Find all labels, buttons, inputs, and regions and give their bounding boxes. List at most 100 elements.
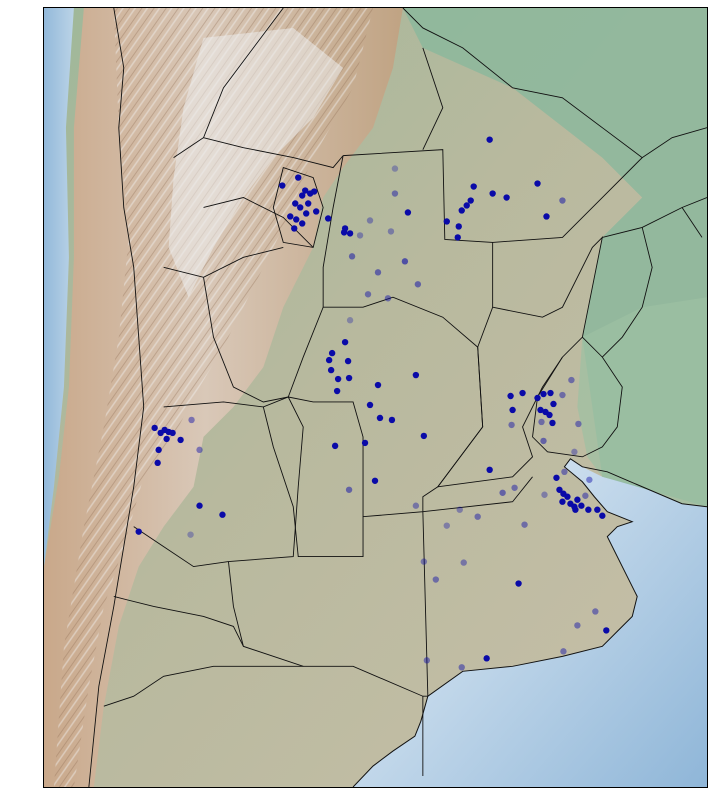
data-point[interactable] xyxy=(499,489,506,496)
data-point[interactable] xyxy=(293,216,300,223)
data-point[interactable] xyxy=(366,401,374,409)
data-point[interactable] xyxy=(401,258,409,265)
data-point[interactable] xyxy=(432,576,440,583)
data-point[interactable] xyxy=(371,477,379,484)
data-point[interactable] xyxy=(412,371,420,379)
data-point[interactable] xyxy=(391,190,399,197)
data-point[interactable] xyxy=(295,174,302,181)
data-point[interactable] xyxy=(474,513,481,520)
data-point[interactable] xyxy=(521,521,528,528)
data-point[interactable] xyxy=(603,627,610,634)
data-point[interactable] xyxy=(344,357,352,365)
data-point[interactable] xyxy=(574,622,581,629)
data-point[interactable] xyxy=(463,202,470,209)
data-point[interactable] xyxy=(196,502,203,509)
data-point[interactable] xyxy=(511,484,518,491)
data-point[interactable] xyxy=(334,375,342,383)
data-point[interactable] xyxy=(599,512,606,519)
data-point[interactable] xyxy=(312,208,320,215)
relief-map[interactable] xyxy=(44,8,707,787)
data-point[interactable] xyxy=(586,476,593,483)
data-point[interactable] xyxy=(585,506,592,513)
data-point[interactable] xyxy=(324,215,332,222)
data-point[interactable] xyxy=(572,506,579,513)
data-point[interactable] xyxy=(299,192,306,199)
data-point[interactable] xyxy=(135,528,142,535)
data-point[interactable] xyxy=(310,188,318,195)
data-point[interactable] xyxy=(515,580,522,587)
data-point[interactable] xyxy=(470,183,477,190)
data-point[interactable] xyxy=(348,253,356,260)
data-point[interactable] xyxy=(188,416,195,424)
data-point[interactable] xyxy=(582,492,589,499)
data-point[interactable] xyxy=(550,400,557,408)
data-point[interactable] xyxy=(346,317,354,324)
data-point[interactable] xyxy=(509,406,516,414)
data-point[interactable] xyxy=(559,498,566,505)
data-point[interactable] xyxy=(374,269,382,276)
data-point[interactable] xyxy=(187,531,194,538)
data-point[interactable] xyxy=(292,200,299,207)
data-point[interactable] xyxy=(443,522,450,529)
data-point[interactable] xyxy=(460,559,467,566)
data-point[interactable] xyxy=(571,448,578,456)
data-point[interactable] xyxy=(560,648,567,655)
data-point[interactable] xyxy=(279,182,286,189)
data-point[interactable] xyxy=(540,390,547,398)
data-point[interactable] xyxy=(345,486,353,493)
data-point[interactable] xyxy=(327,366,335,374)
data-point[interactable] xyxy=(151,424,158,432)
data-point[interactable] xyxy=(537,406,544,414)
data-point[interactable] xyxy=(177,436,184,444)
data-point[interactable] xyxy=(356,232,364,239)
data-point[interactable] xyxy=(553,474,560,481)
data-point[interactable] xyxy=(483,655,490,662)
data-point[interactable] xyxy=(467,197,474,204)
data-point[interactable] xyxy=(420,558,428,565)
data-point[interactable] xyxy=(387,228,395,235)
data-point[interactable] xyxy=(534,394,541,402)
data-point[interactable] xyxy=(547,389,554,397)
data-point[interactable] xyxy=(486,136,493,143)
data-point[interactable] xyxy=(196,446,203,454)
data-point[interactable] xyxy=(291,225,298,232)
data-point[interactable] xyxy=(561,468,568,476)
data-point[interactable] xyxy=(328,349,336,357)
data-point[interactable] xyxy=(503,194,510,201)
data-point[interactable] xyxy=(458,664,465,671)
data-point[interactable] xyxy=(420,432,428,440)
data-point[interactable] xyxy=(376,414,384,422)
data-point[interactable] xyxy=(331,442,339,450)
data-point[interactable] xyxy=(559,391,566,399)
data-point[interactable] xyxy=(443,218,450,225)
data-point[interactable] xyxy=(549,419,556,427)
data-point[interactable] xyxy=(299,220,306,227)
data-point[interactable] xyxy=(303,210,310,217)
data-point[interactable] xyxy=(287,213,294,220)
data-point[interactable] xyxy=(546,411,553,419)
data-point[interactable] xyxy=(374,381,382,389)
data-point[interactable] xyxy=(458,207,465,214)
data-point[interactable] xyxy=(341,225,349,232)
data-point[interactable] xyxy=(519,389,526,397)
data-point[interactable] xyxy=(364,291,372,298)
data-point[interactable] xyxy=(297,204,304,211)
data-point[interactable] xyxy=(346,230,354,237)
data-point[interactable] xyxy=(541,491,548,498)
data-point[interactable] xyxy=(592,608,599,615)
data-point[interactable] xyxy=(568,376,575,384)
data-point[interactable] xyxy=(538,418,545,426)
data-point[interactable] xyxy=(507,392,514,400)
data-point[interactable] xyxy=(534,180,541,187)
data-point[interactable] xyxy=(155,446,162,454)
data-point[interactable] xyxy=(564,493,571,500)
data-point[interactable] xyxy=(556,486,563,493)
data-point[interactable] xyxy=(302,187,309,194)
data-point[interactable] xyxy=(423,657,431,664)
data-point[interactable] xyxy=(391,165,399,172)
data-point[interactable] xyxy=(543,213,550,220)
data-point[interactable] xyxy=(486,466,493,474)
data-point[interactable] xyxy=(540,437,547,445)
data-point[interactable] xyxy=(366,217,374,224)
data-point[interactable] xyxy=(412,502,420,509)
